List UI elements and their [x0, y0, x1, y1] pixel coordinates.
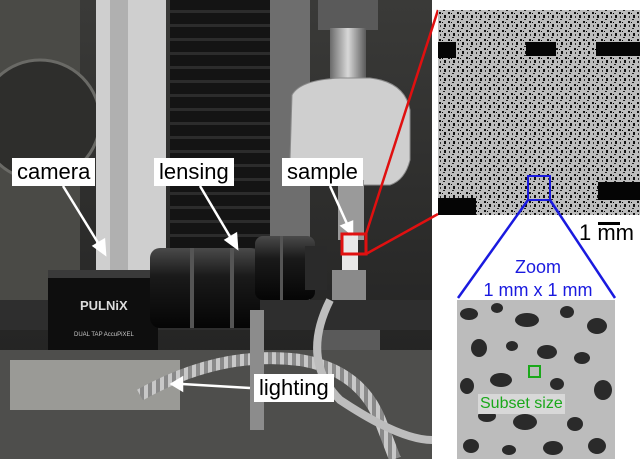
rig-illustration: PULNiX DUAL TAP AccuPiXEL	[0, 0, 432, 459]
camera-label: camera	[12, 158, 96, 186]
camera-model-text: DUAL TAP AccuPiXEL	[74, 332, 134, 338]
lighting-label: lighting	[254, 374, 334, 402]
lensing-label: lensing	[154, 158, 234, 186]
zoom-size: 1 mm x 1 mm	[483, 280, 593, 300]
scale-bar	[598, 222, 620, 225]
zoomed-speckle-image	[457, 300, 615, 459]
sample-label: sample	[282, 158, 363, 186]
subset-box	[528, 365, 541, 378]
subset-size-label: Subset size	[478, 394, 565, 414]
scale-bar-label: 1 mm	[579, 220, 634, 245]
test-rig-photo: PULNiX DUAL TAP AccuPiXEL camera lensing…	[0, 0, 432, 459]
speckle-zoom	[457, 300, 615, 459]
speckle-overview	[438, 10, 640, 215]
roi-highlight-box	[340, 232, 368, 256]
annotation-arrows	[61, 185, 354, 393]
camera-brand-text: PULNiX	[80, 298, 128, 313]
zoom-title: Zoom	[514, 257, 561, 277]
speckle-pattern-image	[438, 10, 640, 215]
